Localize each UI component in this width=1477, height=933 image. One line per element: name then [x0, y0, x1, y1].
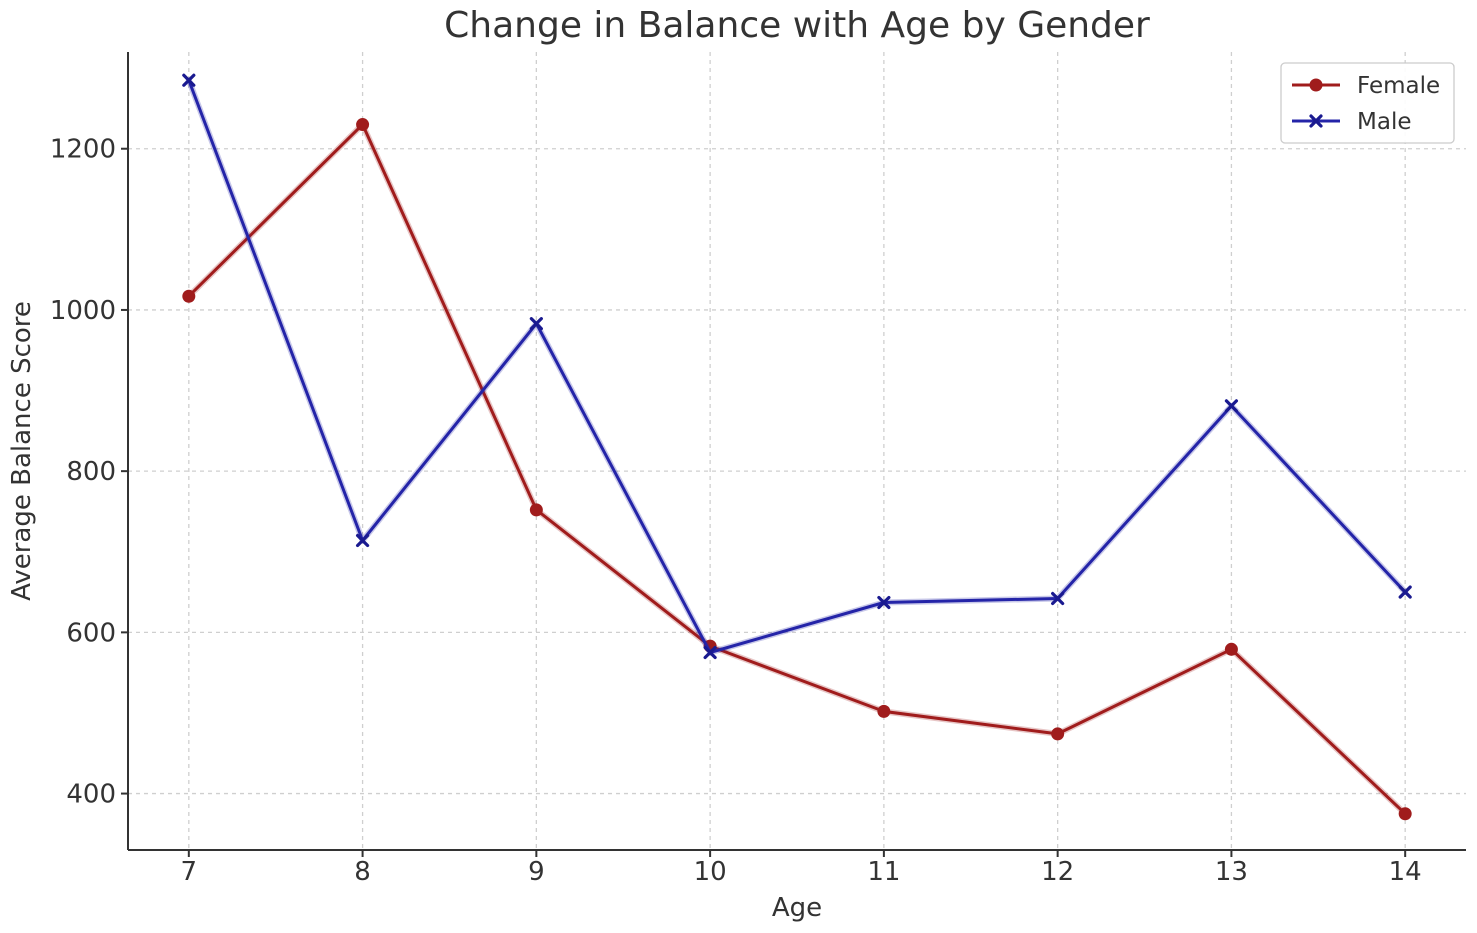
series-female — [182, 118, 1412, 821]
series-male — [182, 73, 1412, 660]
x-tick-label: 14 — [1389, 857, 1422, 887]
legend-marker-male — [1309, 114, 1323, 128]
y-tick-label: 1000 — [50, 296, 116, 326]
chart-title: Change in Balance with Age by Gender — [444, 5, 1150, 46]
legend-marker-female — [1309, 78, 1323, 92]
x-tick-label: 11 — [867, 857, 900, 887]
data-point-male — [1224, 399, 1239, 413]
x-tick-label: 7 — [181, 857, 198, 887]
axes — [127, 52, 1466, 851]
x-tick-label: 12 — [1041, 857, 1074, 887]
y-tick-label: 600 — [66, 618, 116, 648]
legend-item-female: Female — [1292, 73, 1440, 99]
y-tick-label: 800 — [66, 457, 116, 487]
legend-item-male: Male — [1292, 109, 1411, 135]
data-point-female — [1224, 642, 1238, 656]
data-point-female — [1398, 807, 1412, 821]
data-point-male — [355, 533, 370, 548]
data-point-male — [529, 317, 543, 331]
legend: Female Male — [1280, 62, 1455, 144]
data-point-female — [529, 503, 543, 517]
data-point-male — [182, 73, 196, 87]
legend-frame — [1280, 62, 1455, 144]
y-tick-label: 400 — [66, 780, 116, 810]
series-line-halo-male — [185, 77, 1409, 656]
data-point-female — [1051, 727, 1065, 741]
data-point-female — [182, 289, 196, 303]
grid — [128, 52, 1466, 850]
series-layer — [182, 73, 1412, 821]
series-line-female — [187, 123, 1407, 816]
series-line-male — [187, 78, 1407, 654]
ticks: 7 8 9 10 11 12 13 14 400 600 800 1000 1200 — [50, 135, 1422, 887]
data-point-female — [877, 704, 891, 718]
y-tick-label: 1200 — [50, 135, 116, 165]
data-point-male — [1398, 585, 1412, 599]
legend-label-female: Female — [1357, 73, 1440, 99]
legend-label-male: Male — [1357, 109, 1411, 135]
x-tick-label: 8 — [354, 857, 371, 887]
data-point-female — [356, 118, 370, 132]
y-axis-label: Average Balance Score — [7, 301, 37, 601]
data-point-male — [703, 645, 717, 660]
x-tick-label: 9 — [528, 857, 545, 887]
x-tick-label: 10 — [694, 857, 727, 887]
x-axis-label: Age — [772, 893, 822, 923]
data-point-male — [877, 595, 891, 610]
x-tick-label: 13 — [1215, 857, 1248, 887]
data-point-male — [1051, 591, 1065, 606]
series-line-halo-female — [185, 121, 1409, 817]
